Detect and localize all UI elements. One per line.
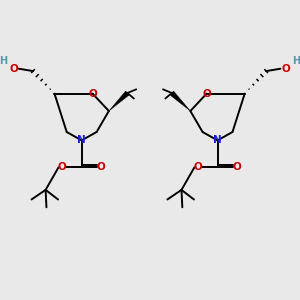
Text: O: O: [58, 162, 67, 172]
Text: N: N: [77, 135, 86, 146]
Text: H: H: [292, 56, 300, 66]
Text: O: O: [232, 162, 242, 172]
Text: H: H: [0, 56, 7, 66]
Polygon shape: [170, 91, 190, 111]
Text: O: O: [281, 64, 290, 74]
Text: O: O: [194, 162, 203, 172]
Text: O: O: [97, 162, 106, 172]
Text: N: N: [213, 135, 222, 146]
Polygon shape: [109, 91, 129, 111]
Text: O: O: [88, 88, 97, 99]
Text: O: O: [9, 64, 18, 74]
Text: O: O: [202, 88, 211, 99]
